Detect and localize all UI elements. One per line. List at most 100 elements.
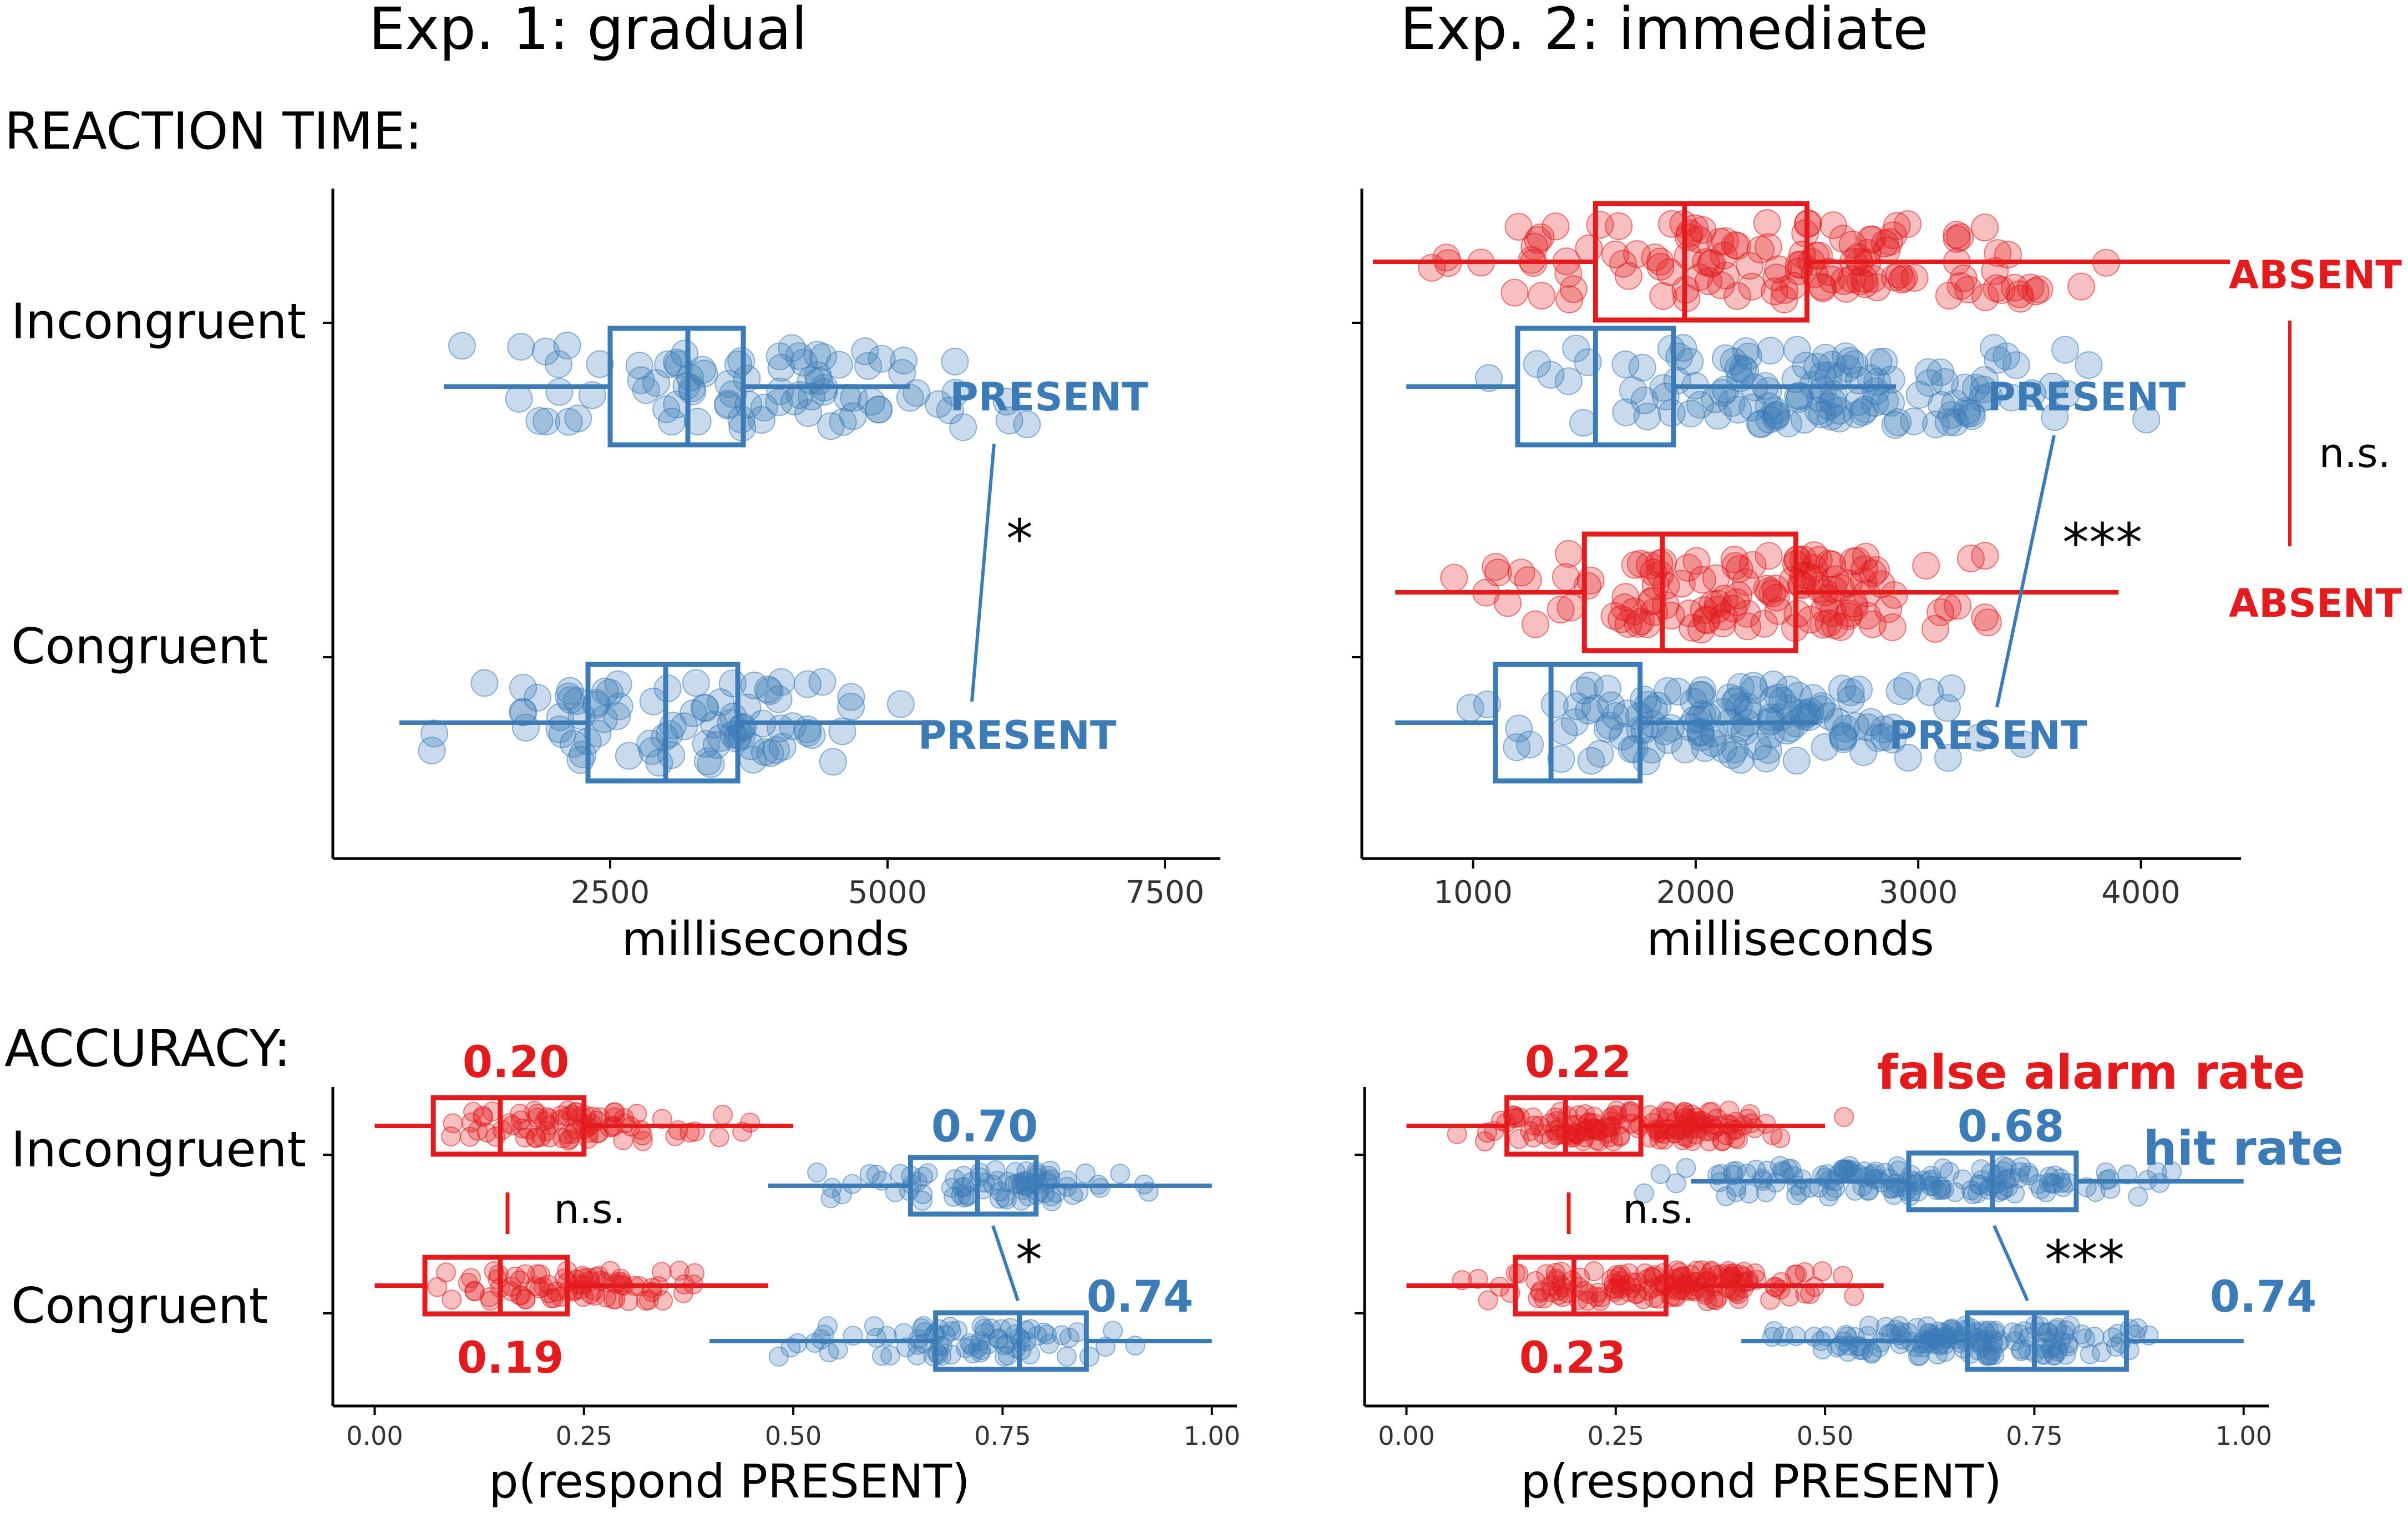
acc_exp1-point	[709, 1127, 729, 1148]
rt_exp2-series-label: ABSENT	[2229, 252, 2402, 298]
acc_exp2-point	[2102, 1327, 2123, 1348]
rt_exp2-point	[1620, 597, 1648, 626]
rt_exp1-point	[819, 748, 847, 776]
rt_exp2-point	[2041, 403, 2069, 431]
rt_exp1-point	[794, 719, 822, 747]
acc_exp1-point	[1033, 1322, 1054, 1343]
acc_exp1-point	[907, 1345, 927, 1365]
acc_exp2-series-2: 0.23	[1406, 1255, 1884, 1383]
rt_exp2-point	[1933, 694, 1961, 722]
acc_exp2-point	[2096, 1162, 2116, 1182]
rt_exp2-x-tick-label: 3000	[1879, 875, 1958, 911]
rt_exp2-point	[1870, 715, 1898, 744]
rt_exp2-point	[1844, 676, 1873, 704]
rt_exp2-point	[1619, 376, 1647, 404]
acc_exp2-point	[1739, 1184, 1760, 1204]
rt_exp1-y-tick-label: Incongruent	[11, 293, 306, 350]
rt_exp2-point	[1934, 744, 1962, 772]
acc_exp1-point	[473, 1105, 493, 1126]
acc_exp2-point	[1600, 1117, 1621, 1138]
acc_exp2-point	[2047, 1341, 2068, 1362]
acc_exp1-point	[954, 1187, 975, 1208]
acc_exp2-point	[1875, 1317, 1896, 1337]
rt_exp2-x-tick-label: 4000	[2101, 875, 2181, 911]
rt_exp2-box	[1493, 662, 1643, 784]
rt_exp2-point	[1864, 348, 1893, 376]
acc_exp1-point	[1039, 1333, 1059, 1354]
rt_exp2-box	[1593, 201, 1810, 323]
acc_exp1-series-2: 0.19	[374, 1255, 768, 1383]
rt_exp2-point	[1905, 380, 1934, 409]
rt_exp1-point	[702, 731, 731, 759]
rt_exp1-point	[505, 384, 533, 413]
acc_exp2-point	[1935, 1334, 1955, 1355]
rt_exp2-point	[1762, 401, 1791, 429]
acc_exp1-x-axis-title: p(respond PRESENT)	[489, 1454, 970, 1509]
rt_exp2-point	[1941, 389, 1969, 418]
acc_exp1-point	[807, 1162, 828, 1183]
rt_exp1-x-tick-label: 5000	[848, 875, 927, 911]
exp2-title: Exp. 2: immediate	[1400, 0, 1929, 63]
acc_exp2-point	[1568, 1105, 1589, 1125]
rt_exp2-point	[1612, 398, 1640, 427]
rt_exp2-point	[1893, 672, 1921, 700]
rt_exp1-point	[420, 719, 449, 748]
rt_exp2-point	[1432, 243, 1461, 272]
rt_exp1-point	[555, 682, 583, 710]
rt_exp1-point	[604, 670, 632, 698]
acc_exp2-point	[1734, 1262, 1755, 1282]
rt_exp2-point	[1738, 272, 1766, 301]
rt_exp2-point	[1850, 555, 1878, 583]
acc_exp1-x-tick-label: 0.50	[765, 1421, 822, 1451]
rt_exp2-point	[1988, 276, 2016, 304]
acc_exp1-series-0: 0.20	[374, 1038, 794, 1157]
acc_exp2-point	[1701, 1262, 1722, 1282]
rt_exp1-point	[803, 341, 832, 369]
rt_exp1-point	[739, 745, 767, 774]
rt_exp2-point	[1832, 275, 1861, 303]
rt_exp2-point	[1815, 550, 1843, 578]
rt_exp1-point	[718, 669, 747, 698]
rt_exp2-point	[1721, 735, 1749, 764]
rt_exp1-point	[765, 388, 793, 417]
rt_exp1-point	[700, 710, 728, 739]
acc_exp1-point	[464, 1281, 485, 1302]
rt_exp2-x-tick-label: 2000	[1656, 875, 1736, 911]
acc_exp2-point	[2071, 1324, 2092, 1344]
acc-exp2-hit-line	[1993, 1225, 2029, 1302]
acc_exp1-point	[769, 1346, 789, 1367]
rt_exp1-point	[509, 698, 537, 726]
acc_exp2-point	[1586, 1130, 1606, 1150]
acc_exp1-x-tick-label: 0.75	[974, 1421, 1031, 1451]
rt_exp2-point	[1971, 214, 1999, 242]
rt_exp2-point	[1654, 726, 1682, 754]
rt_exp2-points	[1440, 540, 2002, 644]
acc_exp1-mean-label: 0.19	[457, 1333, 564, 1383]
rt_exp2-point	[1775, 676, 1803, 704]
rt_exp1-box	[607, 326, 746, 448]
acc_exp2-point	[1578, 1283, 1599, 1304]
acc_exp1-point	[866, 1327, 886, 1348]
rt_exp2-point	[1881, 411, 1909, 439]
rt_exp2-point	[1827, 613, 1855, 641]
rt_exp2-point	[1712, 261, 1740, 290]
rt_exp2-x-axis-title: milliseconds	[1646, 912, 1934, 966]
acc-section-title: ACCURACY:	[4, 1019, 291, 1078]
rt_exp2-point	[1837, 685, 1865, 713]
rt_exp2-point	[1836, 347, 1864, 375]
rt_exp2-point	[1770, 285, 1798, 313]
rt_exp2-point	[1961, 373, 1990, 402]
rt_exp2-point	[1883, 212, 1911, 240]
rt_exp2-series-1: PRESENT	[1406, 326, 2186, 448]
acc_exp1-point	[515, 1127, 535, 1148]
acc_exp1-x-tick-label: 0.00	[346, 1421, 403, 1451]
rt_exp2-point	[1808, 400, 1836, 429]
acc_exp2-point	[1656, 1101, 1677, 1121]
rt_exp2-point	[1893, 210, 1922, 238]
rt_exp1-point	[525, 407, 554, 435]
rt_exp1-point	[707, 724, 735, 752]
acc_exp1-point	[953, 1166, 974, 1186]
acc_exp1-point	[651, 1262, 672, 1282]
rt_exp2-point	[1720, 545, 1748, 573]
rt_exp2-point	[1725, 555, 1753, 583]
